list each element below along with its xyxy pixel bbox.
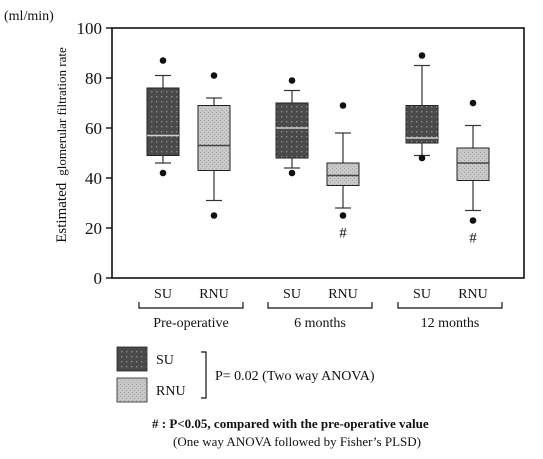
outlier-point-su-3-1 (418, 52, 426, 59)
outlier-point-su-2-2 (288, 169, 296, 177)
group-bracket (397, 302, 503, 309)
x-category-label: RNU (199, 287, 229, 302)
y-tick-label: 60 (85, 119, 102, 138)
y-axis-label-prefix: Estimated (54, 182, 70, 242)
outlier-point-rnu-3-1 (469, 99, 477, 107)
outlier-point-rnu-1-2 (210, 212, 218, 219)
legend: SU RNU P= 0.02 (Two way ANOVA) (116, 346, 375, 403)
legend-swatch-rnu (116, 377, 148, 403)
outlier-point-su-1-2 (159, 169, 167, 177)
y-tick-label: 0 (94, 269, 103, 288)
group-label: 12 months (421, 316, 480, 331)
outlier-point-su-3-2 (418, 154, 426, 162)
legend-note: P= 0.02 (Two way ANOVA) (215, 369, 375, 384)
outlier-point-rnu-2-1 (339, 102, 347, 109)
outlier-point-su-1-1 (159, 57, 167, 64)
y-tick-label: 20 (85, 219, 102, 238)
box-su-1 (146, 87, 180, 156)
x-category-label: SU (283, 287, 301, 302)
box-su-2 (275, 102, 309, 159)
significance-marker-rnu-3: # (469, 231, 477, 247)
plot-frame (111, 27, 525, 279)
y-unit-label: (ml/min) (4, 9, 54, 24)
group-bracket (138, 302, 244, 309)
y-tick-label: 100 (77, 19, 103, 38)
significance-marker-rnu-2: # (339, 226, 347, 242)
box-rnu-3 (456, 147, 490, 181)
footnote-line-2: (One way ANOVA followed by Fisher’s PLSD… (173, 434, 421, 449)
group-label: Pre-operative (153, 316, 228, 331)
outlier-point-rnu-2-2 (339, 212, 347, 219)
box-rnu-2 (326, 162, 360, 186)
x-axis-categories: SU RNU Pre-operative SU RNU 6 months SU RNU 12 m… (138, 287, 503, 331)
x-category-label: RNU (458, 287, 488, 302)
y-tick-label: 80 (85, 69, 102, 88)
x-category-label: RNU (328, 287, 358, 302)
legend-bracket (201, 351, 207, 399)
y-axis: 0 20 40 60 80 100 (77, 19, 112, 288)
outlier-point-rnu-3-2 (469, 217, 477, 224)
footnote-line-1: # : P<0.05, compared with the pre-operat… (152, 416, 429, 431)
legend-label-su: SU (156, 353, 174, 368)
y-axis-label: Estimated glomerular filtration rate (53, 47, 70, 243)
x-category-label: SU (154, 287, 172, 302)
group-label: 6 months (294, 316, 346, 331)
outlier-point-su-2-1 (288, 77, 296, 84)
box-su-3 (405, 105, 439, 144)
x-category-label: SU (413, 287, 431, 302)
group-bracket (267, 302, 373, 309)
y-axis-label-main: glomerular filtration rate (54, 47, 69, 176)
legend-swatch-su (116, 346, 148, 372)
boxes-layer: # # (146, 52, 490, 247)
legend-label-rnu: RNU (156, 384, 186, 399)
y-tick-label: 40 (85, 169, 102, 188)
outlier-point-rnu-1-1 (210, 72, 218, 79)
box-rnu-1 (197, 105, 231, 171)
